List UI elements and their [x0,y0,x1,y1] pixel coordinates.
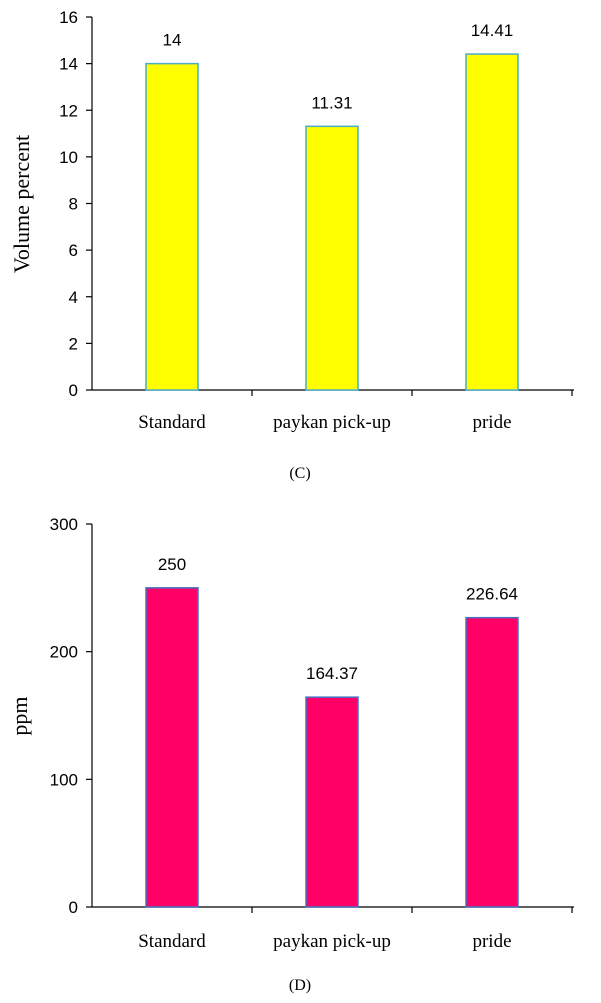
bar-standard [145,587,199,908]
y-tick-label: 6 [69,241,78,260]
data-label: 14 [163,31,182,50]
x-tick-label: Standard [138,931,206,952]
bar-pride [465,53,519,391]
x-tick-label: Standard [138,412,206,433]
x-tick-label: pride [472,931,511,952]
bar-pride [465,616,519,908]
chart-c: 0 2 4 6 8 10 12 14 16 14 Standard 11.31 paykan pick-… [9,8,574,482]
y-tick-label: 0 [69,381,78,400]
y-tick-label: 10 [59,148,78,167]
x-tick-label: paykan pick-up [273,931,391,952]
y-tick-label: 0 [69,898,78,917]
x-tick-label: paykan pick-up [273,412,391,433]
data-label: 164.37 [306,664,358,683]
data-label: 11.31 [311,93,352,112]
y-tick-label: 4 [69,288,78,307]
bar-paykan-pick-up [305,696,359,908]
data-label: 250 [158,555,186,574]
data-label: 226.64 [466,585,518,604]
bar-paykan-pick-up [305,125,359,391]
y-axis-label: Volume percent [9,135,34,273]
y-tick-label: 200 [50,643,78,662]
y-tick-label: 16 [59,8,78,27]
figure-caption: (D) [289,977,311,994]
figure-caption: (C) [289,465,310,482]
y-tick-label: 100 [50,770,78,789]
y-axis-label: ppm [7,696,32,735]
y-tick-label: 300 [50,515,78,534]
bar-standard [145,62,199,391]
data-label: 14.41 [471,21,514,40]
x-tick-label: pride [472,412,511,433]
y-tick-label: 2 [69,334,78,353]
y-tick-label: 12 [59,101,78,120]
y-tick-label: 8 [69,195,78,214]
chart-d: 0 100 200 300 250 Standard 164.37 paykan pick-u… [7,515,574,994]
y-tick-label: 14 [59,55,78,74]
